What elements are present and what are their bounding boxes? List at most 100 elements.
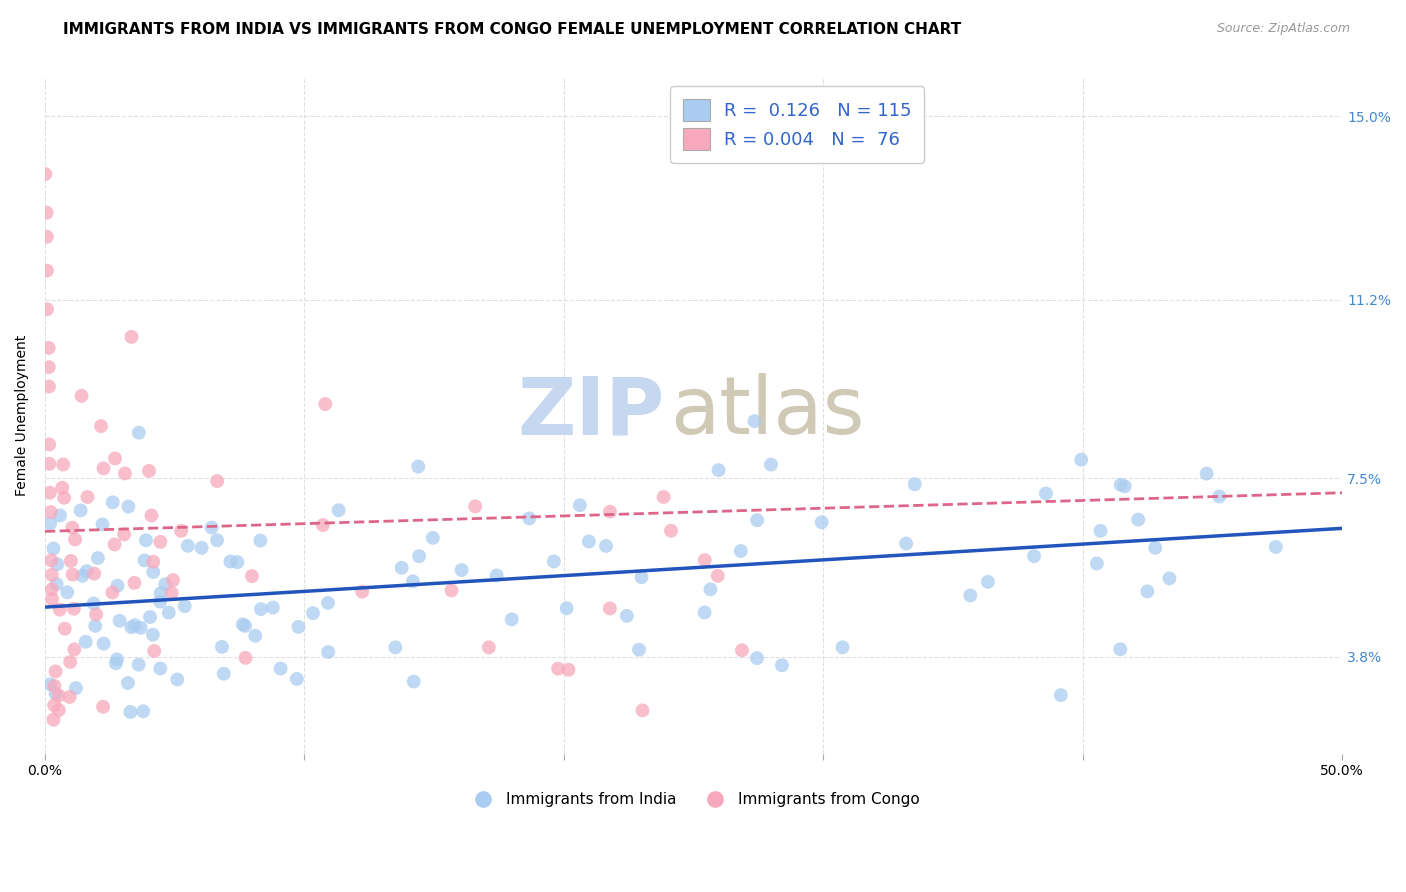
Point (328, 503, 350, 517)
Point (285, 672, 308, 686)
Point (402, 674, 425, 689)
Point (117, 676, 139, 690)
Point (149, 594, 172, 608)
Point (245, 629, 267, 643)
Point (38, 457, 60, 471)
Point (631, 703, 654, 717)
Point (233, 619, 256, 633)
Point (53, 491, 76, 505)
Point (707, 569, 730, 583)
Point (141, 508, 163, 523)
Point (402, 574, 425, 589)
Point (83, 566, 105, 581)
Point (707, 463, 730, 477)
Point (408, 459, 430, 474)
Point (84, 607, 107, 622)
Point (1208, 490, 1230, 504)
Point (38, 379, 60, 393)
Point (422, 531, 444, 545)
Point (44, 679, 66, 693)
Point (39, 516, 62, 531)
Point (464, 500, 486, 514)
Point (1109, 478, 1132, 492)
Point (578, 534, 600, 549)
Point (38, 341, 60, 355)
Point (201, 520, 224, 534)
Point (101, 495, 124, 509)
Point (59, 655, 82, 669)
Point (1050, 688, 1073, 702)
Point (132, 704, 155, 718)
Point (1136, 584, 1159, 599)
Point (240, 569, 263, 583)
Point (249, 533, 271, 548)
Point (149, 534, 172, 549)
Point (699, 582, 721, 597)
Point (39, 677, 62, 691)
Point (212, 666, 235, 681)
Point (205, 533, 228, 548)
Point (35, 205, 58, 219)
Point (70, 389, 93, 403)
Point (543, 554, 565, 568)
Point (1195, 467, 1218, 481)
Point (810, 516, 832, 530)
Point (391, 561, 413, 575)
Point (76, 564, 98, 578)
Point (65, 681, 87, 695)
Point (627, 642, 650, 657)
Point (134, 553, 156, 567)
Point (117, 500, 139, 514)
Point (235, 651, 257, 665)
Point (72, 569, 94, 583)
Point (1035, 486, 1057, 500)
Point (959, 589, 981, 603)
Point (517, 511, 540, 525)
Point (155, 577, 177, 591)
Legend: Immigrants from India, Immigrants from Congo: Immigrants from India, Immigrants from C… (461, 786, 925, 814)
Text: atlas: atlas (671, 373, 865, 451)
Point (1264, 540, 1286, 554)
Point (48, 602, 70, 616)
Point (93, 637, 115, 651)
Point (270, 662, 292, 676)
Point (39, 553, 62, 567)
Point (287, 620, 309, 634)
Point (314, 397, 336, 411)
Point (904, 477, 927, 491)
Point (138, 464, 160, 478)
Point (49, 508, 72, 523)
Point (316, 645, 339, 659)
Point (35, 229, 58, 244)
Point (1144, 541, 1167, 555)
Point (129, 621, 152, 635)
Point (42, 713, 65, 727)
Point (170, 524, 193, 538)
Point (142, 555, 165, 569)
Point (555, 601, 578, 615)
Point (121, 330, 143, 344)
Point (62, 567, 84, 582)
Point (76, 490, 98, 504)
Point (38, 485, 60, 500)
Point (595, 539, 617, 553)
Point (659, 524, 682, 538)
Point (731, 643, 754, 657)
Point (112, 527, 135, 541)
Point (42, 541, 65, 556)
Point (211, 640, 233, 654)
Point (1128, 512, 1150, 526)
Point (166, 673, 188, 687)
Point (104, 537, 127, 551)
Point (52, 458, 75, 472)
Point (59, 554, 82, 568)
Point (219, 554, 242, 568)
Point (128, 425, 150, 440)
Point (177, 539, 200, 553)
Point (232, 617, 254, 632)
Point (90, 419, 112, 434)
Point (41, 567, 63, 582)
Point (1114, 479, 1136, 493)
Point (84, 619, 107, 633)
Point (48, 703, 70, 717)
